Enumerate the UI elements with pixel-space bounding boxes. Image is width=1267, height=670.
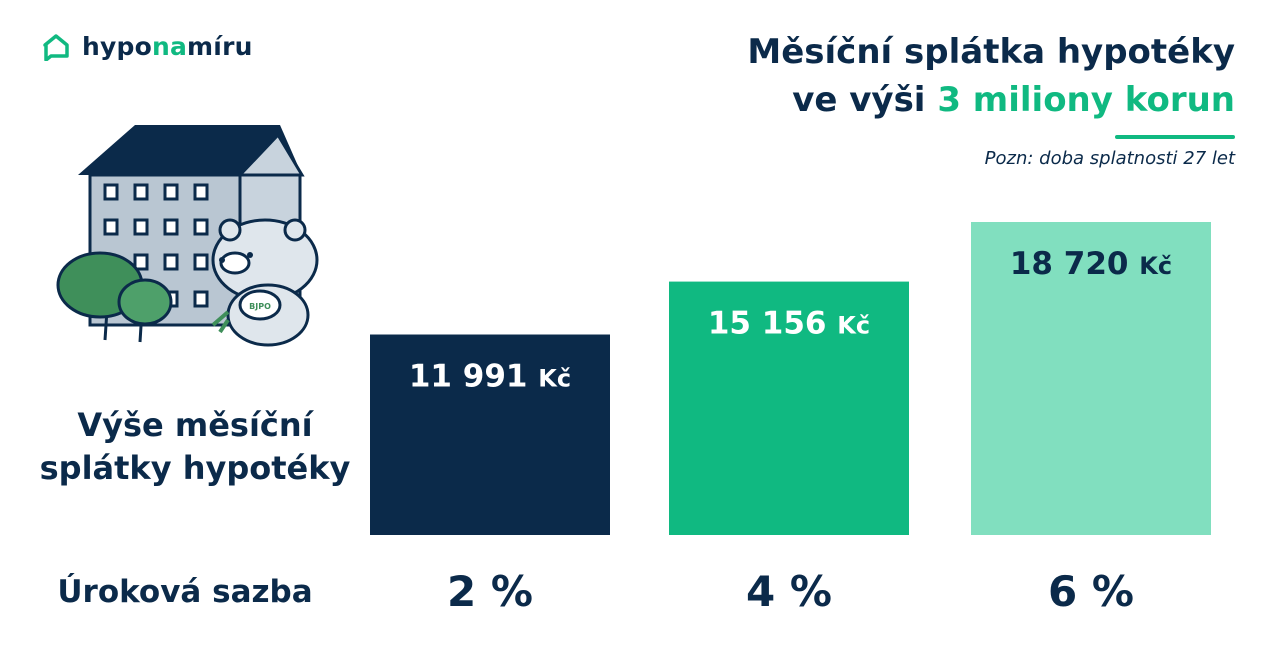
logo-text: hyponamíru — [82, 32, 253, 61]
house-chat-icon — [43, 33, 69, 61]
category-label-2: 4 % — [746, 567, 832, 616]
note-text: Pozn: doba splatnosti 27 let — [984, 148, 1235, 169]
title-underline — [1115, 135, 1235, 139]
bar-value-label-3: 18 720 Kč — [1010, 246, 1172, 282]
brand-logo: hyponamíru — [42, 32, 253, 61]
category-label-1: 2 % — [447, 567, 533, 616]
title-line-1: Měsíční splátka hypotéky — [747, 32, 1235, 72]
chart-title: Měsíční splátka hypotéky ve výši 3 milio… — [747, 28, 1235, 124]
category-label-3: 6 % — [1048, 567, 1134, 616]
y-axis-label: Výše měsíční splátky hypotéky — [39, 406, 351, 487]
bar-1 — [370, 334, 610, 535]
title-line-2: ve výši 3 miliony korun — [792, 80, 1235, 120]
bar-value-label-1: 11 991 Kč — [409, 359, 571, 395]
x-axis-label: Úroková sazba — [57, 574, 313, 610]
bar-3 — [971, 222, 1211, 535]
house-bear-trees-illustration: BJPO — [56, 125, 319, 347]
badge-text: BJPO — [249, 302, 271, 311]
bar-value-label-2: 15 156 Kč — [708, 306, 870, 342]
bar-2 — [669, 281, 909, 535]
